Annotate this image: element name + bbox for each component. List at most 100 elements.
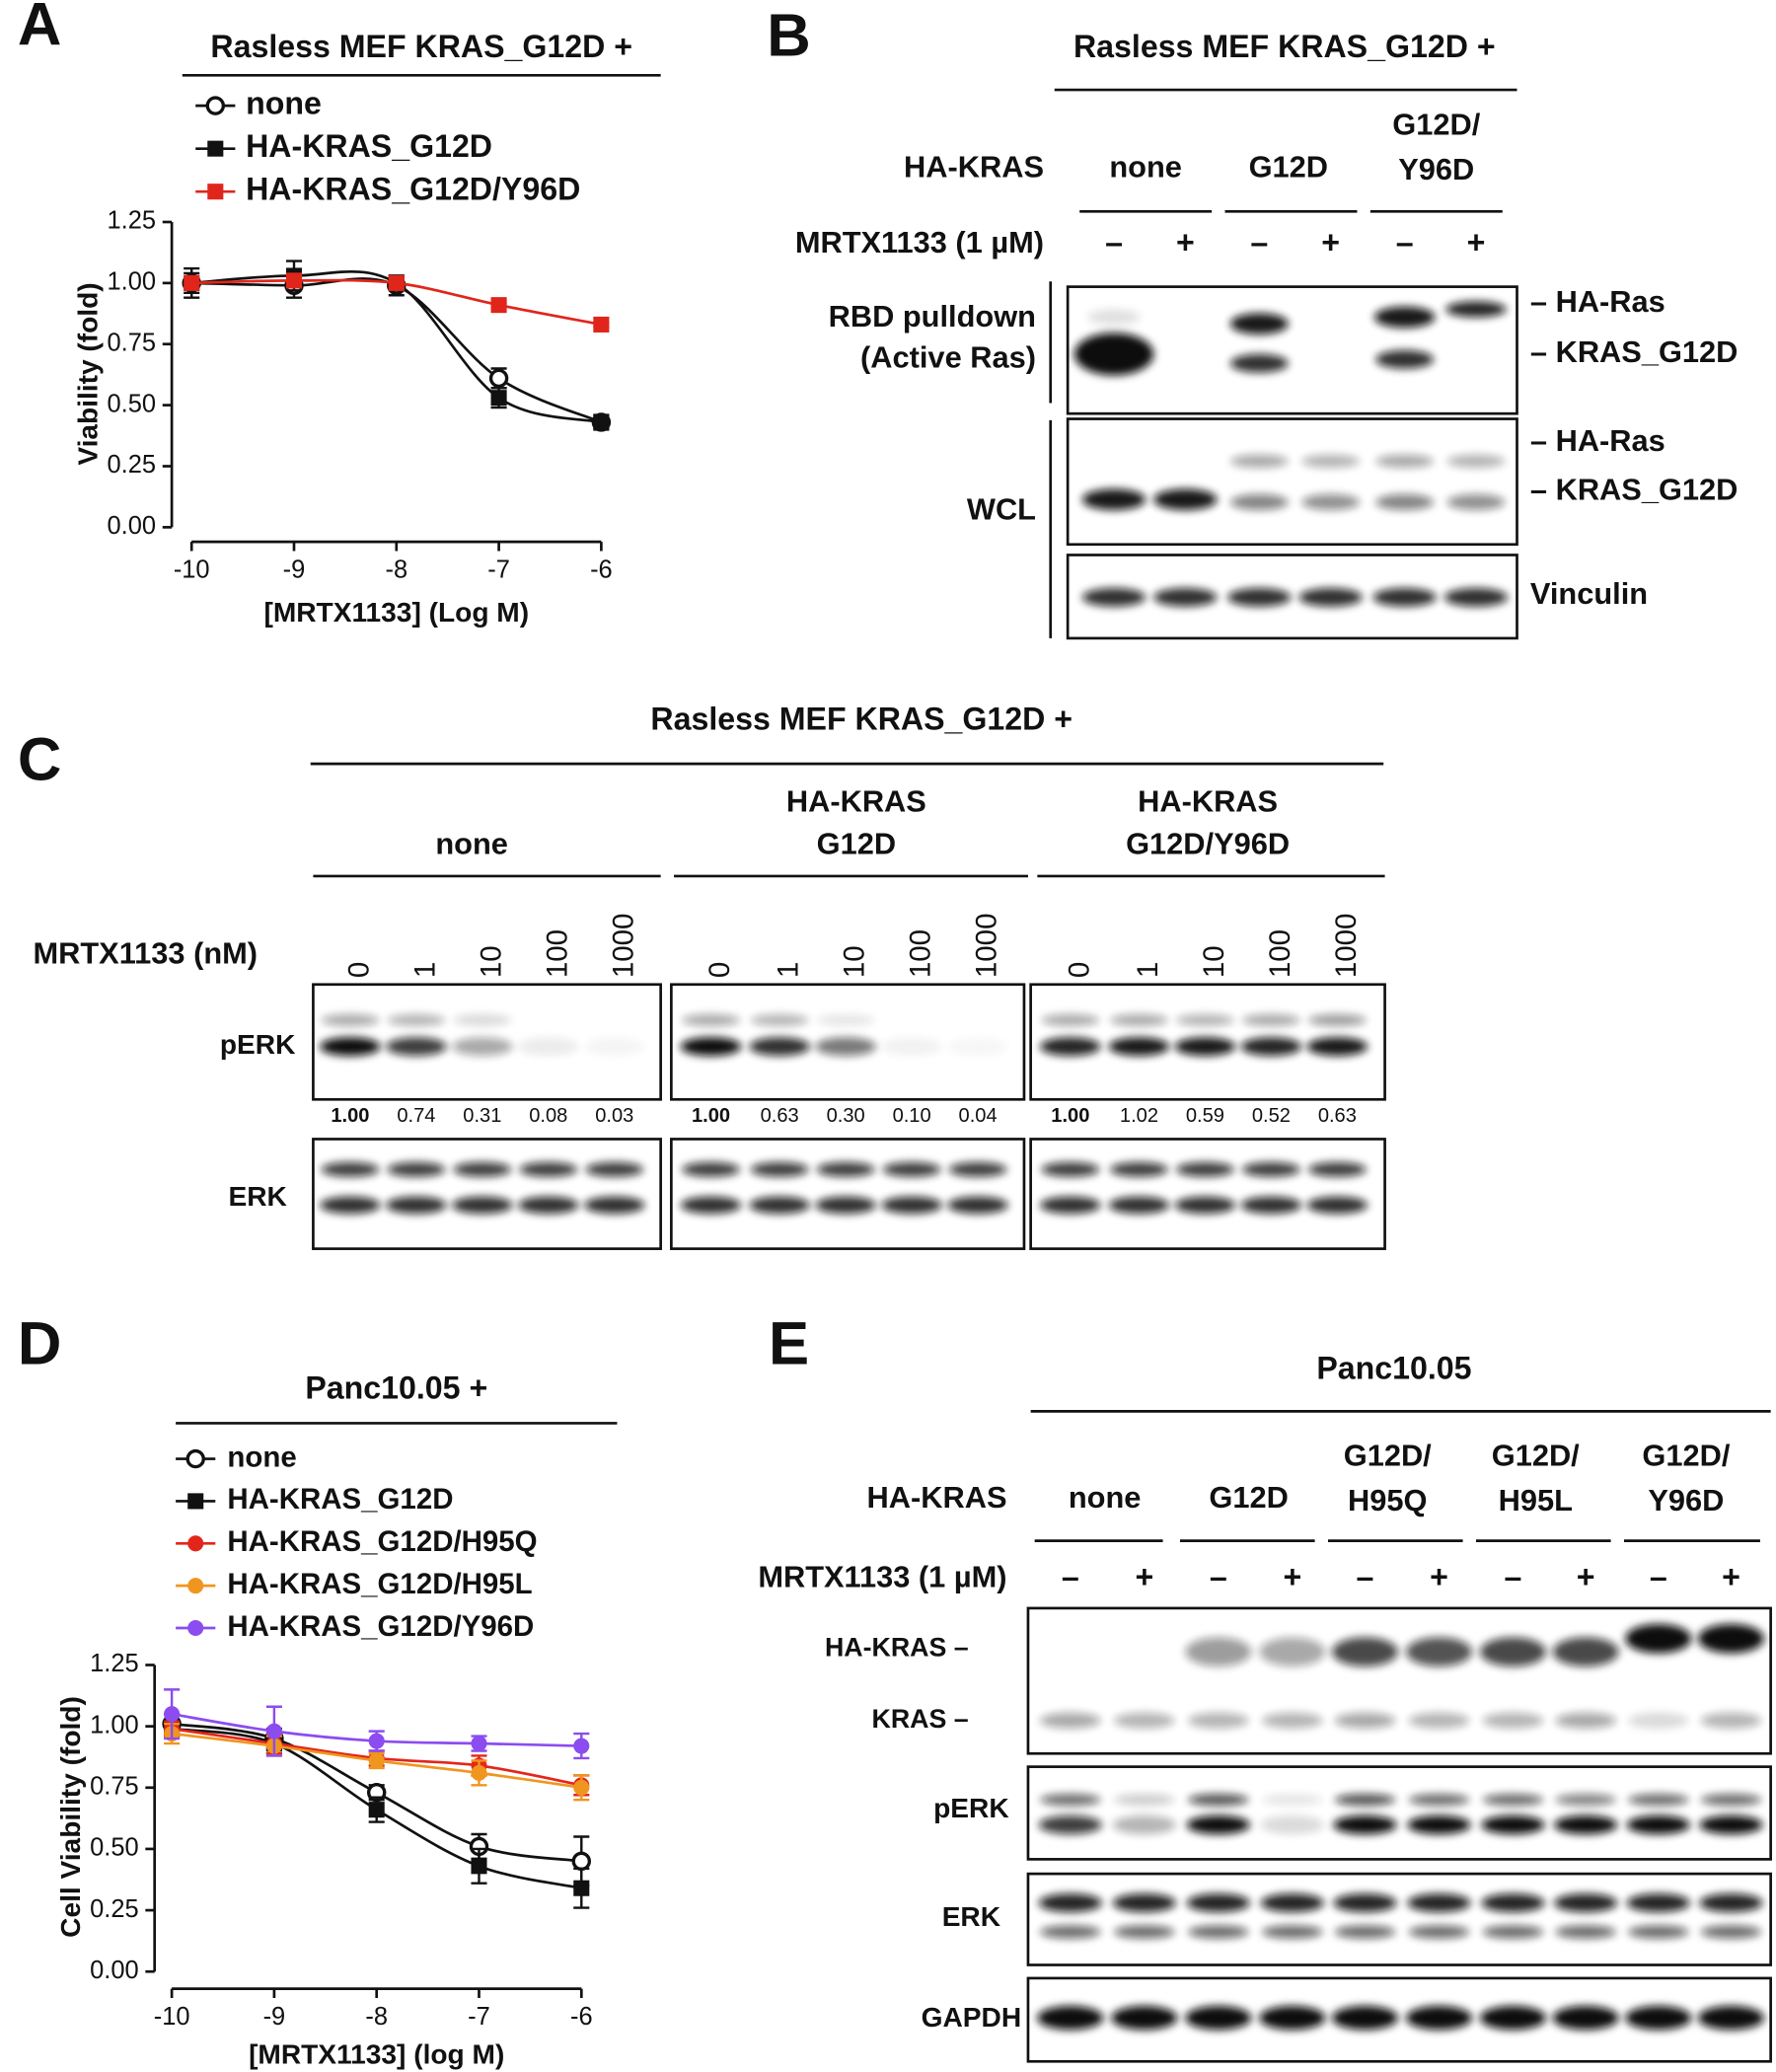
- legend-marker: [187, 1535, 204, 1552]
- band: [1240, 1037, 1302, 1057]
- band: [1446, 493, 1506, 510]
- band: [1406, 1637, 1472, 1666]
- quantification: 0.63: [761, 1105, 799, 1127]
- legend-marker: [207, 140, 224, 157]
- data-point: [573, 1779, 590, 1796]
- band: [1301, 493, 1361, 510]
- band: [1112, 1815, 1176, 1834]
- band: [1334, 1925, 1396, 1939]
- band: [1041, 1013, 1100, 1026]
- band: [1407, 1893, 1471, 1912]
- band: [1175, 1161, 1234, 1177]
- row-label: GAPDH: [922, 2002, 1022, 2033]
- band: [815, 1037, 876, 1057]
- band: [1628, 1712, 1689, 1729]
- band: [387, 1013, 446, 1026]
- group-label: none: [1109, 150, 1182, 185]
- x-tick-label: -6: [570, 2003, 593, 2031]
- band: [1185, 2006, 1252, 2031]
- band: [1482, 1794, 1544, 1807]
- concentration-label: 1: [1132, 962, 1164, 978]
- band: [749, 1196, 810, 1215]
- x-tick-label: -9: [263, 2003, 286, 2031]
- lane-sign: +: [1135, 1559, 1153, 1594]
- band: [1175, 1013, 1234, 1026]
- legend-marker: [185, 1448, 205, 1469]
- band: [680, 1196, 742, 1215]
- band: [387, 1161, 446, 1177]
- band: [1480, 2006, 1546, 2031]
- data-point: [368, 1733, 385, 1749]
- concentration-label: 0: [1063, 962, 1095, 978]
- x-tick-label: -7: [468, 2003, 490, 2031]
- concentration-label: 0: [703, 962, 736, 978]
- row-label: HA-KRAS: [867, 1480, 1007, 1515]
- band: [1040, 1712, 1101, 1729]
- band: [1552, 1637, 1619, 1666]
- band: [1554, 1893, 1618, 1912]
- band: [1227, 587, 1292, 607]
- band: [1110, 1013, 1168, 1026]
- data-point: [368, 1802, 385, 1818]
- group-label: HA-KRAS: [786, 783, 926, 818]
- data-point: [573, 1738, 590, 1754]
- band: [881, 1037, 942, 1057]
- data-point: [184, 274, 200, 291]
- band: [1241, 1161, 1300, 1177]
- band: [1153, 587, 1218, 607]
- row-label: ERK: [228, 1181, 287, 1212]
- quantification: 0.63: [1318, 1105, 1357, 1127]
- lane-sign: –: [1062, 1559, 1079, 1594]
- band: [1480, 1637, 1546, 1666]
- lane-sign: –: [1505, 1559, 1522, 1594]
- band: [1298, 587, 1363, 607]
- band: [1626, 1893, 1690, 1912]
- band: [1174, 1037, 1236, 1057]
- band: [947, 1196, 1008, 1215]
- band: [1185, 1637, 1252, 1666]
- legend-label: HA-KRAS_G12D/H95Q: [227, 1525, 537, 1558]
- x-tick-label: -10: [174, 555, 210, 583]
- band: [1260, 1815, 1324, 1834]
- band: [1087, 309, 1141, 326]
- band: [882, 1161, 941, 1177]
- data-point: [471, 1858, 487, 1875]
- lane-sign: +: [1321, 224, 1340, 259]
- quantification: 0.10: [893, 1105, 931, 1127]
- blot-title: Rasless MEF KRAS_G12D +: [650, 702, 1073, 737]
- row-label: ERK: [942, 1901, 1001, 1932]
- band: [321, 1161, 380, 1177]
- band-label: – HA-Ras: [1530, 423, 1665, 458]
- lane-sign: +: [1722, 1559, 1740, 1594]
- band: [682, 1013, 740, 1026]
- data-point: [593, 316, 610, 333]
- concentration-label: 1000: [607, 914, 639, 979]
- band: [1037, 2006, 1104, 2031]
- band: [1040, 1925, 1101, 1939]
- row-label: pERK: [933, 1793, 1009, 1823]
- fit-line: [191, 277, 602, 424]
- data-point: [471, 1764, 487, 1781]
- data-point: [573, 1880, 590, 1896]
- band: [453, 1013, 512, 1026]
- legend-label: HA-KRAS_G12D: [246, 128, 492, 164]
- data-point: [490, 390, 507, 407]
- band: [386, 1196, 447, 1215]
- band: [750, 1013, 809, 1026]
- band: [1241, 1013, 1300, 1026]
- concentration-label: 1: [773, 962, 805, 978]
- band: [1555, 1794, 1616, 1807]
- band: [1153, 488, 1218, 510]
- data-point: [368, 1752, 385, 1769]
- band: [583, 1037, 645, 1057]
- group-label: Y96D: [1648, 1483, 1724, 1517]
- band: [1108, 1037, 1170, 1057]
- group-label: G12D/Y96D: [1126, 826, 1290, 860]
- band: [1334, 1794, 1396, 1807]
- chart-title: Panc10.05 +: [305, 1369, 487, 1405]
- group-label: G12D: [1249, 150, 1328, 185]
- group-label: none: [435, 826, 508, 860]
- data-point: [471, 1736, 487, 1752]
